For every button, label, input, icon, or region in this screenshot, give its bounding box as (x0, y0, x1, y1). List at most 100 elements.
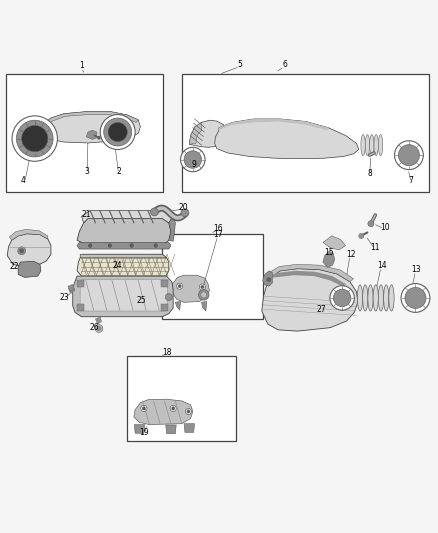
Polygon shape (68, 285, 74, 292)
Circle shape (198, 289, 209, 300)
Circle shape (104, 118, 132, 146)
Text: 21: 21 (81, 209, 91, 219)
Circle shape (181, 209, 189, 217)
Polygon shape (175, 302, 180, 310)
Circle shape (395, 141, 424, 169)
Circle shape (154, 244, 157, 247)
Bar (161, 304, 168, 311)
Polygon shape (77, 254, 169, 276)
Polygon shape (95, 317, 102, 324)
Text: 14: 14 (377, 261, 387, 270)
Circle shape (359, 233, 364, 239)
Circle shape (108, 244, 112, 247)
Circle shape (199, 284, 205, 290)
Polygon shape (262, 269, 358, 331)
Ellipse shape (389, 285, 394, 311)
Circle shape (201, 292, 207, 298)
Ellipse shape (378, 135, 383, 156)
Circle shape (405, 287, 426, 309)
Text: 11: 11 (370, 243, 380, 252)
Ellipse shape (361, 135, 365, 156)
Ellipse shape (368, 285, 373, 311)
Text: 27: 27 (317, 305, 326, 314)
Polygon shape (18, 261, 41, 277)
Circle shape (330, 286, 354, 310)
Ellipse shape (384, 285, 389, 311)
Polygon shape (134, 399, 193, 425)
Ellipse shape (378, 285, 384, 311)
Text: 3: 3 (85, 167, 90, 176)
Bar (182, 75, 428, 192)
Circle shape (97, 326, 101, 330)
Circle shape (184, 151, 201, 168)
Polygon shape (263, 271, 272, 286)
Circle shape (21, 125, 48, 152)
Circle shape (399, 144, 420, 166)
Polygon shape (272, 271, 346, 287)
Polygon shape (184, 424, 194, 432)
Circle shape (401, 284, 430, 312)
Circle shape (150, 208, 158, 216)
Text: 25: 25 (137, 296, 147, 305)
Text: 15: 15 (324, 248, 334, 256)
Polygon shape (86, 130, 97, 140)
Circle shape (201, 285, 204, 289)
Circle shape (108, 123, 127, 142)
Text: 18: 18 (162, 349, 171, 358)
Circle shape (142, 407, 146, 410)
Polygon shape (68, 287, 75, 294)
Bar (127, 356, 237, 441)
Polygon shape (171, 275, 209, 302)
Circle shape (177, 283, 183, 289)
Polygon shape (215, 119, 359, 159)
Polygon shape (81, 211, 173, 223)
Polygon shape (77, 243, 171, 249)
Circle shape (95, 325, 103, 333)
Ellipse shape (363, 285, 368, 311)
Polygon shape (77, 219, 171, 246)
Text: 8: 8 (367, 169, 372, 179)
Circle shape (333, 289, 351, 306)
Text: 24: 24 (113, 261, 123, 270)
Ellipse shape (373, 285, 378, 311)
Ellipse shape (370, 135, 374, 156)
Bar (77, 304, 84, 311)
Ellipse shape (357, 285, 363, 311)
Polygon shape (265, 264, 353, 284)
Polygon shape (218, 119, 328, 130)
Circle shape (97, 136, 101, 140)
Ellipse shape (365, 135, 370, 156)
Circle shape (187, 410, 190, 413)
Text: 22: 22 (10, 262, 19, 271)
Circle shape (170, 405, 176, 411)
Circle shape (18, 247, 25, 255)
Text: 26: 26 (90, 323, 99, 332)
Circle shape (180, 147, 205, 172)
Circle shape (19, 248, 24, 253)
Bar (161, 280, 168, 287)
Text: 10: 10 (380, 223, 390, 232)
Polygon shape (7, 234, 51, 266)
Ellipse shape (374, 135, 378, 156)
Text: 13: 13 (412, 265, 421, 274)
Circle shape (165, 294, 172, 301)
Text: 2: 2 (116, 167, 121, 176)
Circle shape (16, 120, 53, 157)
Bar (77, 280, 84, 287)
Polygon shape (323, 251, 335, 268)
Polygon shape (134, 425, 145, 433)
Circle shape (267, 277, 271, 282)
Text: 6: 6 (282, 60, 287, 69)
Text: 17: 17 (213, 230, 223, 239)
Bar (162, 234, 263, 319)
Circle shape (100, 115, 135, 149)
Polygon shape (80, 254, 166, 258)
Polygon shape (73, 276, 173, 317)
Text: 4: 4 (21, 176, 26, 185)
Circle shape (88, 244, 92, 247)
Polygon shape (201, 302, 207, 311)
Text: 9: 9 (192, 160, 197, 169)
Polygon shape (189, 120, 227, 147)
Text: 19: 19 (139, 428, 149, 437)
Text: 5: 5 (237, 60, 242, 69)
